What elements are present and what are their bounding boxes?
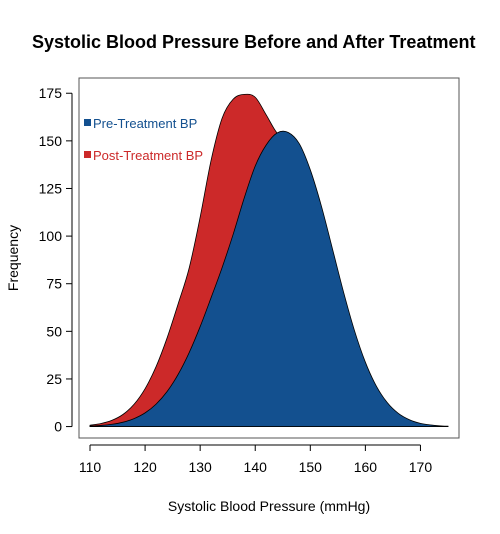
legend-swatch (84, 151, 91, 158)
legend-label: Post-Treatment BP (93, 148, 203, 163)
legend: Pre-Treatment BP Post-Treatment BP (84, 116, 203, 163)
legend-label: Pre-Treatment BP (93, 116, 197, 131)
series-area-2 (89, 130, 449, 427)
y-tick-label: 100 (39, 228, 63, 244)
y-tick-label: 125 (39, 180, 63, 196)
y-tick-label: 75 (46, 276, 62, 292)
x-tick-label: 140 (244, 459, 268, 475)
x-tick-label: 160 (354, 459, 378, 475)
x-tick-label: 110 (79, 459, 102, 475)
y-tick-label: 150 (39, 133, 63, 149)
y-axis-label: Frequency (5, 225, 21, 291)
y-tick-label: 50 (46, 323, 62, 339)
x-axis: 110 120 130 140 150 160 170 (79, 444, 433, 475)
series-layer (89, 93, 449, 427)
legend-swatch (84, 119, 91, 126)
y-axis: 0 25 50 75 100 125 150 175 (39, 85, 73, 435)
x-tick-label: 150 (299, 459, 323, 475)
y-tick-label: 175 (39, 85, 63, 101)
y-tick-label: 25 (46, 371, 62, 387)
x-axis-label: Systolic Blood Pressure (mmHg) (168, 498, 370, 514)
chart-title: Systolic Blood Pressure Before and After… (32, 32, 475, 52)
y-tick-label: 0 (54, 419, 62, 435)
x-tick-label: 130 (188, 459, 212, 475)
x-tick-label: 170 (409, 459, 433, 475)
plot-area-frame (78, 77, 460, 439)
x-tick-label: 120 (133, 459, 157, 475)
